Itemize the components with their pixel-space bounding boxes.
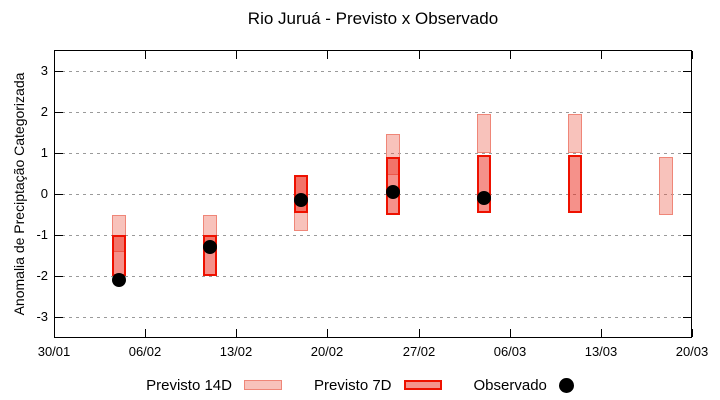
y-tick-label: -3 bbox=[36, 309, 48, 324]
y-tick-right bbox=[683, 112, 691, 113]
y-tick-right bbox=[683, 153, 691, 154]
y-tick-label: -2 bbox=[36, 268, 48, 283]
x-tick-bottom bbox=[419, 329, 420, 337]
x-tick-bottom bbox=[692, 329, 693, 337]
x-tick-bottom bbox=[54, 329, 55, 337]
y-tick-left bbox=[55, 317, 63, 318]
x-tick-top bbox=[327, 51, 328, 59]
x-tick-label: 06/03 bbox=[493, 344, 527, 359]
y-tick-left bbox=[55, 194, 63, 195]
x-tick-label: 27/02 bbox=[402, 344, 436, 359]
legend-item-observado: Observado bbox=[474, 377, 574, 394]
x-tick-top bbox=[419, 51, 420, 59]
y-tick-left bbox=[55, 112, 63, 113]
gridline-y-2 bbox=[55, 112, 691, 113]
observado-point bbox=[203, 240, 217, 254]
x-tick-label: 20/02 bbox=[310, 344, 344, 359]
y-tick-right bbox=[683, 276, 691, 277]
gridline-y-3 bbox=[55, 71, 691, 72]
x-tick-label: 30/01 bbox=[37, 344, 71, 359]
x-tick-label: 13/02 bbox=[219, 344, 253, 359]
previsto-14d-bar bbox=[659, 156, 673, 215]
x-tick-top bbox=[601, 51, 602, 59]
y-tick-left bbox=[55, 235, 63, 236]
x-tick-label: 06/02 bbox=[128, 344, 162, 359]
previsto-14d-swatch-icon bbox=[243, 380, 282, 390]
x-tick-top bbox=[54, 51, 55, 59]
gridline-y--2 bbox=[55, 276, 691, 277]
x-tick-label: 13/03 bbox=[584, 344, 618, 359]
previsto-7d-bar bbox=[568, 154, 582, 213]
observado-point bbox=[112, 273, 126, 287]
y-tick-label: 1 bbox=[40, 145, 48, 160]
x-tick-bottom bbox=[145, 329, 146, 337]
gridline-y--1 bbox=[55, 235, 691, 236]
x-tick-bottom bbox=[327, 329, 328, 337]
previsto-14d-bar bbox=[568, 113, 582, 153]
gridline-y--3 bbox=[55, 317, 691, 318]
chart-title: Rio Juruá - Previsto x Observado bbox=[247, 9, 499, 28]
x-tick-bottom bbox=[236, 329, 237, 337]
y-tick-label: 2 bbox=[40, 104, 48, 119]
x-tick-top bbox=[236, 51, 237, 59]
observado-point bbox=[477, 191, 491, 205]
y-tick-right bbox=[683, 194, 691, 195]
y-tick-right bbox=[683, 71, 691, 72]
gridline-y-1 bbox=[55, 153, 691, 154]
x-tick-top bbox=[510, 51, 511, 59]
observado-point bbox=[294, 193, 308, 207]
x-tick-bottom bbox=[601, 329, 602, 337]
observado-dot-icon bbox=[558, 377, 574, 393]
previsto-7d-bar bbox=[112, 235, 126, 277]
observado-point bbox=[386, 185, 400, 199]
y-tick-left bbox=[55, 153, 63, 154]
y-tick-label: 0 bbox=[40, 186, 48, 201]
legend-item-previsto-14d: Previsto 14D bbox=[146, 377, 282, 394]
x-tick-label: 20/03 bbox=[675, 344, 709, 359]
x-tick-bottom bbox=[510, 329, 511, 337]
y-tick-left bbox=[55, 276, 63, 277]
legend-label-previsto-7d: Previsto 7D bbox=[313, 376, 392, 394]
x-tick-top bbox=[145, 51, 146, 59]
y-tick-right bbox=[683, 317, 691, 318]
legend-label-observado: Observado bbox=[473, 376, 547, 394]
y-tick-label: 3 bbox=[40, 63, 48, 78]
previsto-7d-swatch-icon bbox=[403, 380, 442, 390]
legend-item-previsto-7d: Previsto 7D bbox=[314, 377, 442, 394]
legend-label-previsto-14d: Previsto 14D bbox=[146, 376, 232, 394]
y-tick-label: -1 bbox=[36, 227, 48, 242]
legend: Previsto 14D Previsto 7D Observado bbox=[0, 372, 720, 398]
y-tick-right bbox=[683, 235, 691, 236]
y-tick-left bbox=[55, 71, 63, 72]
x-tick-top bbox=[692, 51, 693, 59]
gridline-y-0 bbox=[55, 194, 691, 195]
previsto-14d-bar bbox=[477, 113, 491, 153]
